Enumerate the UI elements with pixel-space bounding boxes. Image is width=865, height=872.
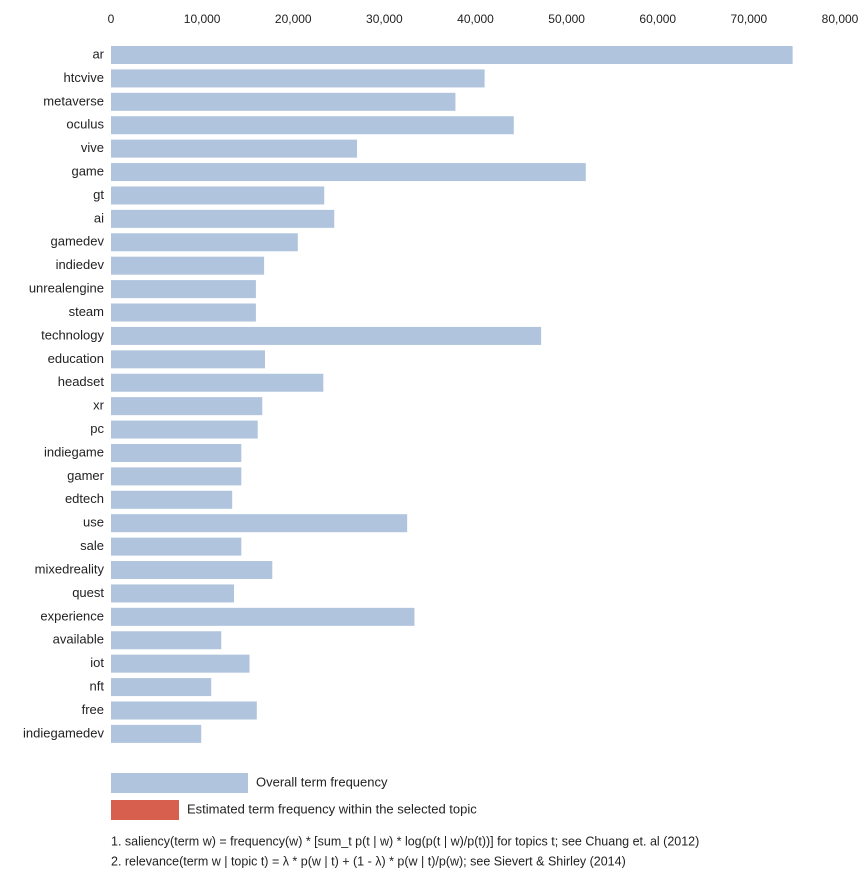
y-tick-label: use xyxy=(83,515,104,530)
x-tick-label: 0 xyxy=(108,12,115,26)
bar xyxy=(111,654,250,673)
y-tick-label: experience xyxy=(40,608,104,623)
y-tick-label: ar xyxy=(92,46,104,61)
bar xyxy=(111,537,242,556)
bar xyxy=(111,607,415,626)
y-tick-label: quest xyxy=(72,585,104,600)
bar xyxy=(111,116,514,135)
bar xyxy=(111,490,233,509)
x-tick-label: 10,000 xyxy=(184,12,221,26)
y-tick-label: technology xyxy=(41,327,104,342)
bar xyxy=(111,443,242,462)
y-tick-label: sale xyxy=(80,538,104,553)
bar xyxy=(111,631,222,650)
y-tick-label: steam xyxy=(69,304,104,319)
bar xyxy=(111,467,242,486)
bar xyxy=(111,397,263,416)
bar xyxy=(111,209,335,228)
y-tick-label: unrealengine xyxy=(29,281,104,296)
x-tick-label: 30,000 xyxy=(366,12,403,26)
y-tick-label: htcvive xyxy=(64,70,104,85)
bar xyxy=(111,326,542,345)
bar xyxy=(111,561,273,580)
y-tick-label: gamer xyxy=(67,468,105,483)
legend-swatch xyxy=(111,800,179,820)
y-tick-label: gamedev xyxy=(51,234,105,249)
y-tick-label: xr xyxy=(93,398,105,413)
legend-label: Estimated term frequency within the sele… xyxy=(187,801,477,816)
bar xyxy=(111,186,325,205)
bar xyxy=(111,514,408,533)
x-tick-label: 20,000 xyxy=(275,12,312,26)
y-tick-label: vive xyxy=(81,140,104,155)
bar xyxy=(111,350,266,369)
bar xyxy=(111,233,298,252)
y-tick-label: indiegamedev xyxy=(23,725,104,740)
bar xyxy=(111,256,265,275)
y-tick-label: pc xyxy=(90,421,104,436)
bar xyxy=(111,724,202,743)
bar xyxy=(111,280,256,299)
y-tick-label: metaverse xyxy=(43,93,104,108)
y-tick-label: free xyxy=(82,702,104,717)
y-tick-label: game xyxy=(71,163,104,178)
y-tick-label: education xyxy=(48,351,104,366)
y-tick-label: mixedreality xyxy=(35,561,105,576)
y-tick-label: headset xyxy=(58,374,105,389)
x-tick-label: 60,000 xyxy=(639,12,676,26)
bar xyxy=(111,678,212,697)
bar xyxy=(111,163,586,182)
y-tick-label: available xyxy=(53,632,104,647)
bar xyxy=(111,373,324,392)
bar xyxy=(111,420,258,439)
x-tick-label: 50,000 xyxy=(548,12,585,26)
x-tick-label: 40,000 xyxy=(457,12,494,26)
y-tick-label: nft xyxy=(90,679,105,694)
footnote: 1. saliency(term w) = frequency(w) * [su… xyxy=(111,834,699,848)
y-tick-label: oculus xyxy=(66,117,104,132)
legend-label: Overall term frequency xyxy=(256,774,388,789)
y-tick-label: ai xyxy=(94,210,104,225)
y-tick-label: iot xyxy=(90,655,104,670)
x-tick-label: 80,000 xyxy=(822,12,859,26)
bar xyxy=(111,46,793,64)
bar xyxy=(111,69,485,88)
legend-swatch xyxy=(111,773,248,793)
bar xyxy=(111,584,235,603)
bar xyxy=(111,303,256,322)
bar xyxy=(111,139,358,158)
y-tick-label: gt xyxy=(93,187,104,202)
y-tick-label: edtech xyxy=(65,491,104,506)
x-tick-label: 70,000 xyxy=(731,12,768,26)
y-tick-label: indiedev xyxy=(56,257,105,272)
y-tick-label: indiegame xyxy=(44,444,104,459)
bar xyxy=(111,92,456,111)
footnote: 2. relevance(term w | topic t) = λ * p(w… xyxy=(111,854,626,868)
bar xyxy=(111,701,257,720)
